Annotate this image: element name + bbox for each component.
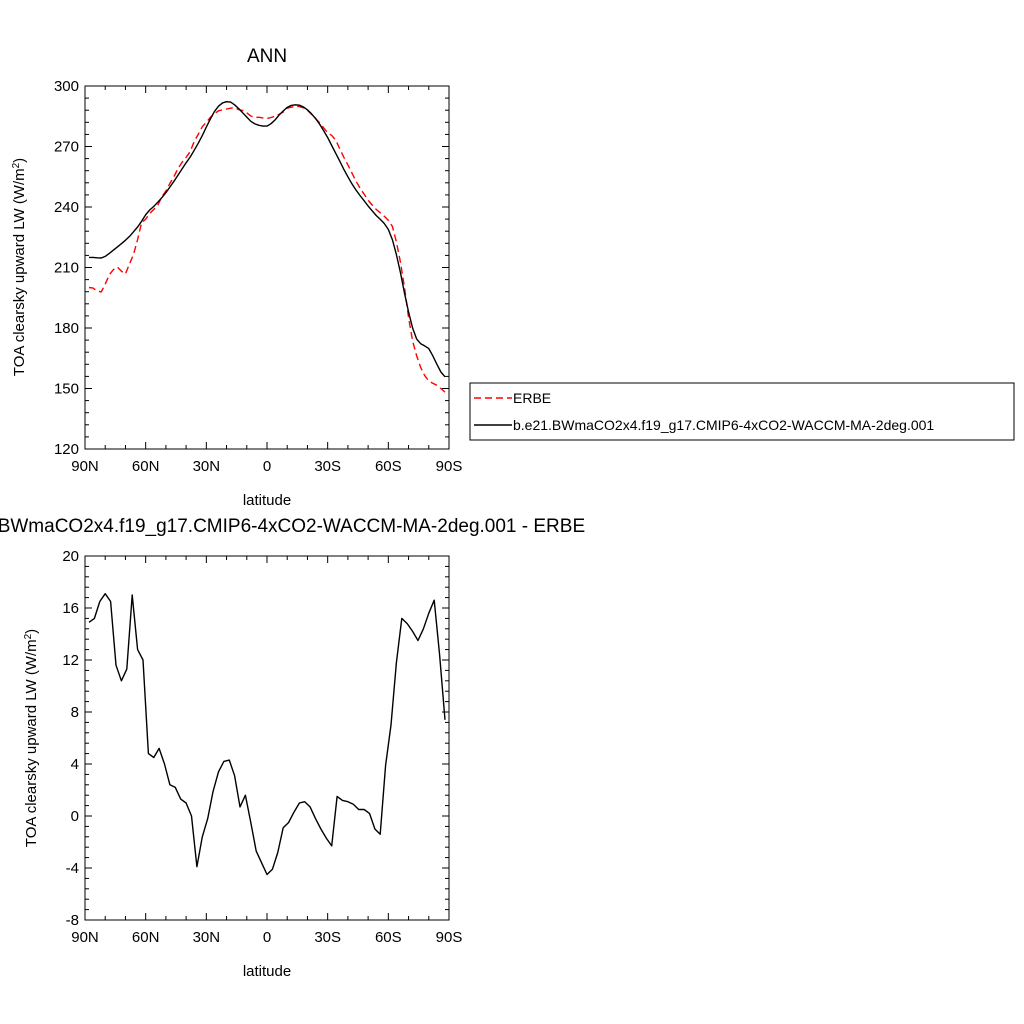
bottom-x-tick-label: 0 [263,929,271,946]
bottom-tick-marks [84,555,450,921]
top-x-tick-label: 60N [132,458,160,475]
bottom-x-tick-label: 60S [375,929,402,946]
top-x-axis-label: latitude [243,492,291,509]
legend-box [469,382,1015,441]
bottom-y-tick-label: 4 [71,756,79,773]
top-series-line-erbe [88,105,446,393]
top-y-axis-label: TOA clearsky upward LW (W/m2) [11,158,29,376]
bottom-x-tick-label: 90S [436,929,463,946]
top-panel: ANN 90N 60N 30N 0 30S 60S 90S 120 150 180 210 240 2… [11,46,463,509]
bottom-y-tick-label: -4 [66,860,79,877]
top-series-lines [88,100,446,393]
bottom-y-axis-label: TOA clearsky upward LW (W/m2) [23,629,41,847]
bottom-y-tick-label: 20 [62,548,79,565]
top-panel-title: ANN [247,46,287,67]
top-y-tick-label: 210 [54,260,79,277]
top-y-tick-label: 180 [54,320,79,337]
bottom-x-tick-labels: 90N 60N 30N 0 30S 60S 90S [71,929,462,946]
bottom-series-lines [88,593,446,876]
top-plot-frame [84,85,450,450]
bottom-x-tick-label: 30N [193,929,221,946]
top-y-tick-label: 300 [54,78,79,95]
top-x-tick-label: 90N [71,458,99,475]
bottom-y-tick-label: 8 [71,704,79,721]
top-y-tick-label: 150 [54,381,79,398]
top-tick-marks [84,85,450,450]
top-x-tick-label: 30S [314,458,341,475]
bottom-x-tick-label: 90N [71,929,99,946]
bottom-series-line-model [88,593,446,876]
bottom-x-tick-label: 30S [314,929,341,946]
bottom-y-tick-label: 16 [62,600,79,617]
bottom-y-tick-label: 12 [62,652,79,669]
legend-model-label: b.e21.BWmaCO2x4.f19_g17.CMIP6-4xCO2-WACC… [513,417,934,433]
bottom-y-tick-label: -8 [66,912,79,929]
bottom-panel: b.e21.BWmaCO2x4.f19_g17.CMIP6-4xCO2-WACC… [0,516,585,980]
top-series-line-model [89,100,446,378]
top-x-tick-label: 90S [436,458,463,475]
bottom-x-axis-label: latitude [243,963,291,980]
top-y-tick-label: 270 [54,139,79,156]
bottom-y-tick-label: 0 [71,808,79,825]
top-x-tick-label: 60S [375,458,402,475]
top-x-tick-label: 0 [263,458,271,475]
top-x-tick-labels: 90N 60N 30N 0 30S 60S 90S [71,458,462,475]
bottom-plot-frame [84,555,450,921]
top-y-tick-label: 120 [54,441,79,458]
legend-erbe-label: ERBE [513,390,551,406]
top-y-tick-labels: 120 150 180 210 240 270 300 [54,78,79,458]
top-x-tick-label: 30N [193,458,221,475]
bottom-y-tick-labels: -8 -4 0 4 8 12 16 20 [62,548,79,929]
bottom-x-tick-label: 60N [132,929,160,946]
legend: ERBE b.e21.BWmaCO2x4.f19_g17.CMIP6-4xCO2… [469,382,1015,441]
bottom-panel-title: b.e21.BWmaCO2x4.f19_g17.CMIP6-4xCO2-WACC… [0,516,585,537]
top-y-tick-label: 240 [54,199,79,216]
